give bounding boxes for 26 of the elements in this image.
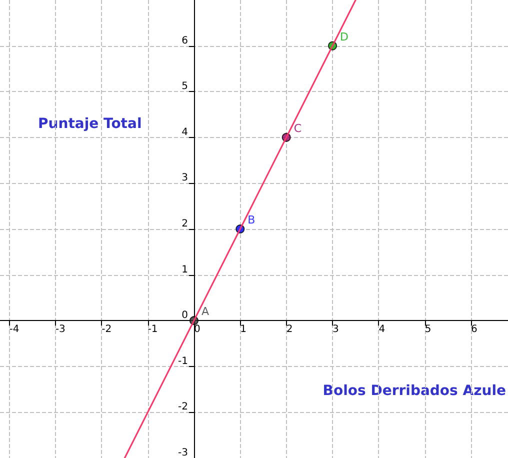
- series-label: B: [248, 214, 256, 226]
- y-tick-label: 1: [182, 264, 188, 276]
- x-tick-label: -1: [148, 324, 158, 336]
- series-label: C: [294, 122, 302, 135]
- x-tick-label: 2: [286, 324, 293, 336]
- series-label: D: [340, 30, 348, 44]
- y-tick-label: 0: [182, 310, 188, 322]
- x-tick-label: -4: [9, 324, 20, 336]
- y-tick-label: 2: [182, 218, 188, 230]
- x-tick-label: -2: [102, 324, 112, 336]
- x-tick-label: 6: [471, 324, 478, 336]
- y-tick-label: -2: [178, 402, 188, 413]
- x-tick-label: 1: [240, 324, 247, 336]
- y-tick-label: 5: [182, 81, 188, 92]
- x-axis-title: Bolos Derribados Azule: [322, 383, 506, 399]
- y-tick-label: -1: [178, 356, 188, 367]
- y-tick-label: -3: [178, 448, 188, 458]
- y-tick-label: 3: [182, 172, 188, 184]
- x-tick-label: 5: [424, 324, 432, 336]
- y-axis-title: Puntaje Total: [38, 116, 142, 132]
- series-label: A: [201, 305, 210, 318]
- x-tick-label: -3: [55, 324, 66, 336]
- y-tick-label: 4: [182, 126, 188, 138]
- x-tick-label: 4: [378, 324, 386, 336]
- y-tick-label: 6: [182, 35, 188, 46]
- x-tick-label: 3: [332, 324, 339, 336]
